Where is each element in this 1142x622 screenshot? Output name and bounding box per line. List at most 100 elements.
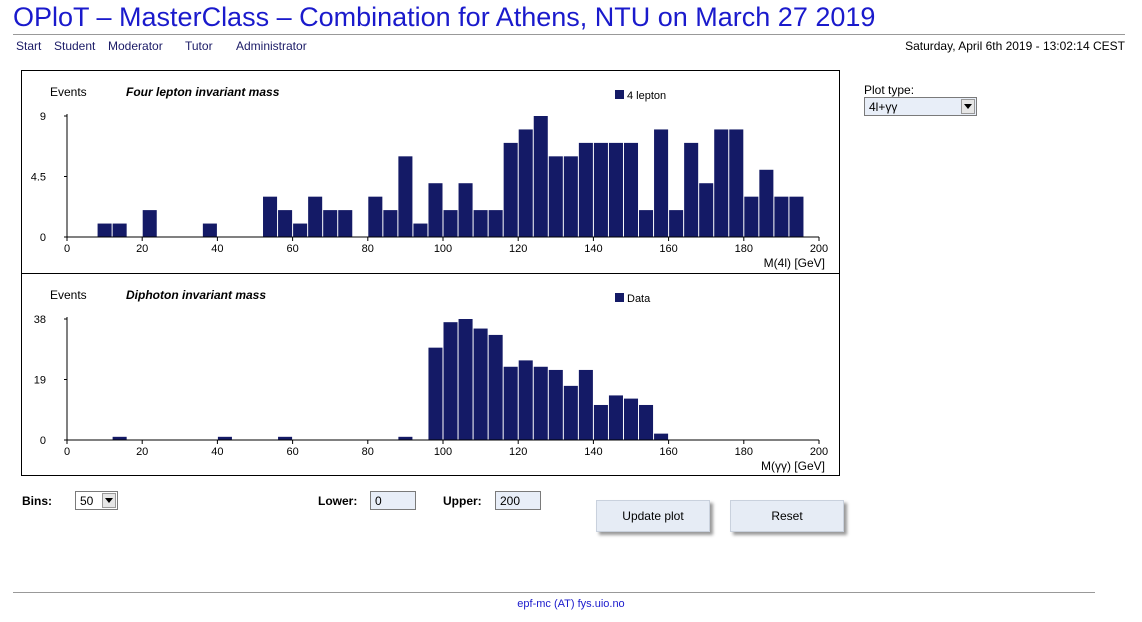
legend-swatch <box>615 90 624 99</box>
data-bar <box>443 210 458 237</box>
x-tick-label: 160 <box>659 243 677 255</box>
chart-divider <box>22 273 839 274</box>
data-bar <box>654 129 669 237</box>
data-bar <box>593 404 608 440</box>
x-tick-label: 120 <box>509 243 527 255</box>
data-bar <box>623 142 639 237</box>
lower-label: Lower: <box>318 494 358 508</box>
data-bar <box>563 156 578 237</box>
data-bar <box>639 404 654 440</box>
data-bar <box>428 183 443 237</box>
nav-start[interactable]: Start <box>16 39 42 53</box>
footer-contact[interactable]: epf-mc (AT) fys.uio.no <box>517 598 625 610</box>
data-bar <box>97 223 112 237</box>
data-bar <box>338 210 353 237</box>
data-bar <box>714 129 729 237</box>
upper-input[interactable] <box>495 491 541 510</box>
nav-administrator[interactable]: Administrator <box>236 39 307 53</box>
x-tick-label: 180 <box>735 446 753 458</box>
data-bar <box>789 196 804 237</box>
data-bar <box>217 436 232 440</box>
data-bar <box>578 369 593 440</box>
x-tick-label: 20 <box>136 243 148 255</box>
legend-label: 4 lepton <box>627 90 666 102</box>
data-bar <box>458 183 473 237</box>
plot-type-label: Plot type: <box>864 83 915 97</box>
y-axis-label: Events <box>50 288 87 302</box>
lower-input[interactable] <box>370 491 416 510</box>
chevron-down-icon[interactable] <box>961 99 975 114</box>
x-tick-label: 80 <box>362 446 374 458</box>
data-bar <box>308 196 323 237</box>
chart-container: Events Four lepton invariant mass 4 lepton… <box>21 70 840 476</box>
x-axis-label: M(γγ) [GeV] <box>761 459 825 473</box>
data-bar <box>428 347 443 440</box>
data-bar <box>488 334 503 440</box>
legend-label: Data <box>627 293 651 305</box>
data-bar <box>458 319 473 440</box>
x-tick-label: 40 <box>211 243 223 255</box>
header-divider <box>13 34 1125 35</box>
y-tick-label: 9 <box>40 111 46 123</box>
data-bar <box>593 142 608 237</box>
data-bar <box>443 322 458 440</box>
data-bar <box>503 142 518 237</box>
x-tick-label: 120 <box>509 446 527 458</box>
data-bar <box>473 328 488 440</box>
data-bar <box>368 196 383 237</box>
data-bar <box>608 142 623 237</box>
upper-label: Upper: <box>443 494 482 508</box>
data-bar <box>413 223 428 237</box>
data-bar <box>112 436 127 440</box>
data-bar <box>729 129 744 237</box>
x-tick-label: 200 <box>810 446 828 458</box>
data-bar <box>112 223 127 237</box>
data-bar <box>744 196 759 237</box>
x-tick-label: 60 <box>286 446 298 458</box>
data-bar <box>654 433 669 440</box>
data-bar <box>699 183 714 237</box>
reset-button[interactable]: Reset <box>730 500 844 532</box>
y-tick-label: 0 <box>40 435 46 447</box>
data-bar <box>398 436 413 440</box>
data-bar <box>518 360 533 440</box>
update-plot-button[interactable]: Update plot <box>596 500 710 532</box>
data-bar <box>563 385 578 440</box>
data-bar <box>142 210 157 237</box>
data-bar <box>684 142 699 237</box>
chevron-down-icon[interactable] <box>102 493 116 508</box>
y-axis-label: Events <box>50 85 87 99</box>
x-axis-label: M(4l) [GeV] <box>764 256 825 270</box>
chart-title: Diphoton invariant mass <box>126 288 266 302</box>
data-bar <box>639 210 654 237</box>
data-bar <box>533 366 548 440</box>
x-tick-label: 140 <box>584 446 602 458</box>
x-tick-label: 0 <box>64 446 70 458</box>
data-bar <box>503 366 518 440</box>
data-bar <box>759 169 774 237</box>
bins-value: 50 <box>80 494 94 508</box>
nav-moderator[interactable]: Moderator <box>108 39 163 53</box>
data-bar <box>669 210 684 237</box>
x-tick-label: 200 <box>810 243 828 255</box>
current-datetime: Saturday, April 6th 2019 - 13:02:14 CEST <box>905 39 1125 53</box>
data-bar <box>548 369 563 440</box>
plot-type-value: 4l+γγ <box>869 100 898 114</box>
data-bar <box>774 196 789 237</box>
data-bar <box>383 210 398 237</box>
bins-select[interactable]: 50 <box>75 491 118 510</box>
x-tick-label: 100 <box>434 446 452 458</box>
data-bar <box>278 436 293 440</box>
x-tick-label: 80 <box>362 243 374 255</box>
nav-tutor[interactable]: Tutor <box>185 39 213 53</box>
x-tick-label: 140 <box>584 243 602 255</box>
data-bar <box>263 196 278 237</box>
legend-swatch <box>615 293 624 302</box>
nav-student[interactable]: Student <box>54 39 96 53</box>
data-bar <box>578 142 593 237</box>
data-bar <box>623 398 639 440</box>
y-tick-label: 19 <box>34 375 46 387</box>
footer-divider <box>13 592 1095 593</box>
plot-type-select[interactable]: 4l+γγ <box>864 97 977 116</box>
data-bar <box>473 210 488 237</box>
